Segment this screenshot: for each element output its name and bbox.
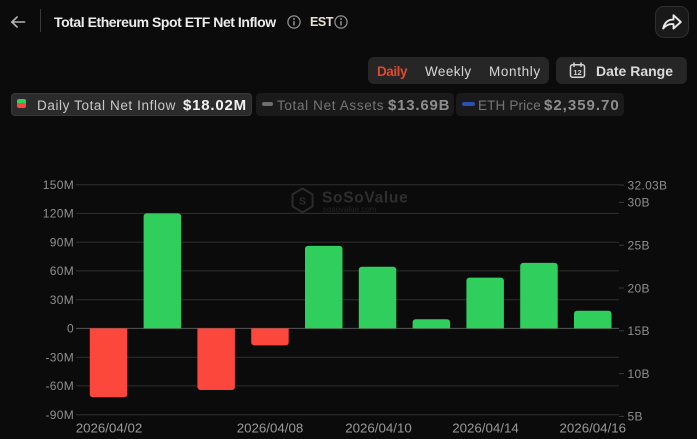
svg-text:SoSoValue: SoSoValue [322, 190, 408, 207]
svg-text:60M: 60M [50, 264, 74, 278]
svg-text:150M: 150M [43, 178, 74, 192]
svg-text:S: S [299, 196, 306, 208]
svg-text:0: 0 [67, 322, 74, 336]
svg-text:30B: 30B [628, 196, 650, 210]
svg-text:-60M: -60M [45, 379, 74, 393]
svg-text:sosovalue.com: sosovalue.com [323, 205, 377, 214]
svg-text:2026/04/08: 2026/04/08 [237, 421, 304, 436]
svg-text:20B: 20B [628, 281, 650, 295]
svg-text:2026/04/02: 2026/04/02 [76, 421, 143, 436]
svg-text:10B: 10B [628, 367, 650, 381]
svg-text:32.03B: 32.03B [628, 178, 668, 192]
svg-text:-30M: -30M [45, 351, 74, 365]
svg-text:12: 12 [573, 68, 581, 77]
svg-text:30M: 30M [50, 293, 74, 307]
svg-text:5B: 5B [628, 410, 643, 424]
svg-text:25B: 25B [628, 239, 650, 253]
svg-text:15B: 15B [628, 324, 650, 338]
svg-text:120M: 120M [43, 207, 74, 221]
svg-text:2026/04/16: 2026/04/16 [560, 421, 627, 436]
svg-text:90M: 90M [50, 236, 74, 250]
svg-text:2026/04/10: 2026/04/10 [345, 421, 412, 436]
svg-text:-90M: -90M [45, 408, 74, 422]
svg-text:2026/04/14: 2026/04/14 [452, 421, 519, 436]
